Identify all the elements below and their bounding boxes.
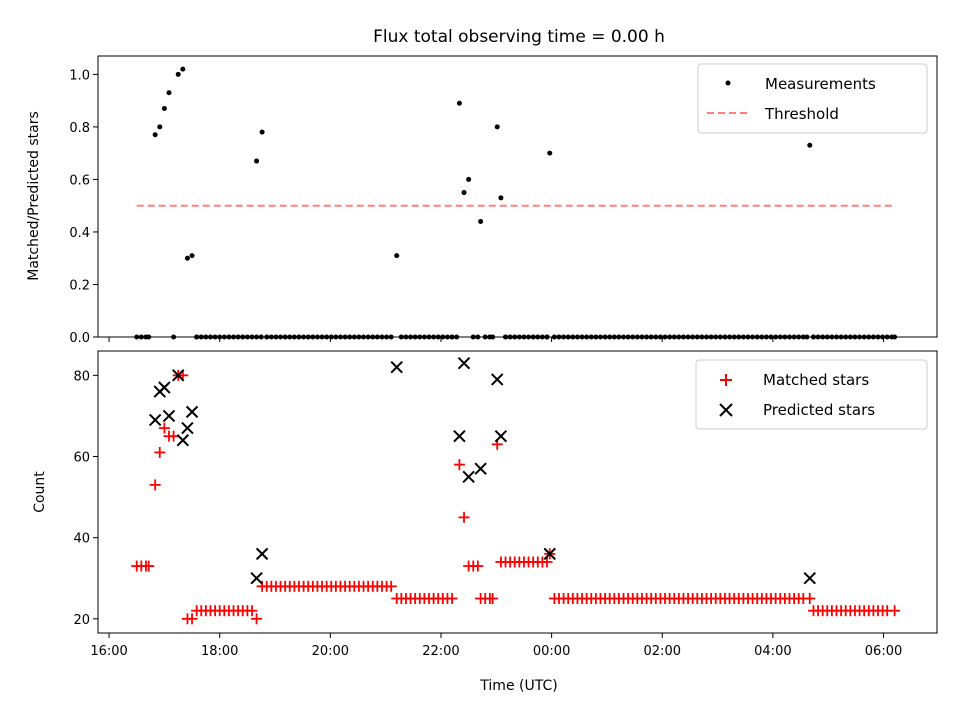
measurement-point bbox=[494, 124, 500, 130]
measurement-point bbox=[161, 106, 167, 112]
predicted-star-point bbox=[250, 572, 263, 585]
top-y-axis-label: Matched/Predicted stars bbox=[26, 111, 42, 281]
measurement-point bbox=[807, 142, 813, 148]
top-y-tick-label: 0.0 bbox=[69, 331, 90, 346]
bottom-y-tick-label: 40 bbox=[73, 532, 90, 547]
predicted-star-point bbox=[453, 430, 466, 443]
matched-star-point bbox=[536, 556, 548, 568]
x-tick-label: 00:00 bbox=[533, 644, 570, 659]
predicted-star-point bbox=[474, 462, 487, 475]
measurement-point bbox=[184, 255, 190, 261]
legend-predicted-label: Predicted stars bbox=[763, 401, 875, 419]
legend-predicted-marker bbox=[719, 403, 733, 417]
legend-measurements-label: Measurements bbox=[765, 75, 876, 93]
legend-matched-label: Matched stars bbox=[763, 371, 869, 389]
x-tick-label: 22:00 bbox=[422, 644, 459, 659]
measurement-point bbox=[157, 124, 163, 130]
bottom-panel: 16:00 18:00 20:00 22:00 00:00 02:00 04:00 06:00… bbox=[32, 350, 938, 694]
top-axes: 0.0 0.2 0.4 0.6 0.8 1.0 bbox=[69, 68, 885, 346]
bottom-y-tick-label: 60 bbox=[73, 450, 90, 465]
matched-star-point bbox=[154, 446, 166, 458]
matched-star-point bbox=[797, 593, 809, 605]
predicted-star-point bbox=[390, 361, 403, 374]
x-tick-label: 06:00 bbox=[865, 644, 902, 659]
predicted-star-point bbox=[462, 470, 475, 483]
matched-star-point bbox=[472, 560, 484, 572]
matched-star-point bbox=[246, 605, 258, 617]
measurement-point bbox=[259, 129, 265, 135]
measurement-point bbox=[461, 190, 467, 196]
measurement-point bbox=[166, 90, 172, 96]
bottom-axes: 16:00 18:00 20:00 22:00 00:00 02:00 04:00 06:00… bbox=[73, 369, 902, 659]
predicted-star-point bbox=[255, 547, 269, 561]
matched-star-point bbox=[158, 422, 170, 434]
matched-star-point bbox=[186, 613, 198, 625]
measurement-point bbox=[456, 100, 462, 106]
predicted-star-point bbox=[491, 373, 504, 386]
legend-measurements-marker bbox=[725, 80, 731, 86]
chart-title: Flux total observing time = 0.00 h bbox=[373, 27, 665, 47]
predicted-star-point bbox=[181, 421, 194, 435]
x-axis-label: Time (UTC) bbox=[479, 678, 557, 694]
matched-star-point bbox=[149, 479, 161, 491]
measurement-point bbox=[498, 195, 504, 201]
matched-star-point bbox=[446, 593, 458, 605]
matched-star-point bbox=[143, 560, 155, 572]
top-y-tick-label: 0.4 bbox=[69, 226, 90, 241]
bottom-legend: Matched stars Predicted stars bbox=[695, 359, 928, 430]
matched-star-point bbox=[458, 511, 470, 523]
matched-star-point bbox=[385, 580, 397, 592]
predicted-star-point bbox=[494, 430, 508, 443]
top-legend: Measurements Threshold bbox=[697, 63, 928, 134]
top-panel: 0.0 0.2 0.4 0.6 0.8 1.0 Matched/Predicted sta… bbox=[26, 55, 938, 346]
matched-star-point bbox=[881, 605, 893, 617]
count-marks bbox=[131, 356, 901, 625]
predicted-star-point bbox=[543, 547, 556, 561]
predicted-star-point bbox=[185, 405, 199, 419]
matched-star-point bbox=[168, 430, 180, 442]
x-tick-label: 20:00 bbox=[312, 644, 349, 659]
top-y-tick-label: 0.8 bbox=[69, 121, 90, 136]
x-tick-label: 18:00 bbox=[201, 644, 238, 659]
top-y-tick-label: 1.0 bbox=[69, 68, 90, 83]
predicted-star-point bbox=[172, 369, 185, 382]
x-tick-label: 16:00 bbox=[90, 644, 127, 659]
measurement-point bbox=[394, 253, 400, 259]
predicted-star-point bbox=[158, 381, 171, 394]
bottom-y-tick-label: 20 bbox=[73, 613, 90, 628]
matched-star-point bbox=[487, 593, 499, 605]
top-y-tick-label: 0.6 bbox=[69, 173, 90, 188]
predicted-star-point bbox=[162, 409, 176, 423]
predicted-star-point bbox=[803, 572, 816, 585]
top-legend-box bbox=[697, 63, 928, 134]
predicted-star-point bbox=[176, 434, 190, 447]
matched-star-point bbox=[453, 459, 465, 471]
legend-matched-marker bbox=[720, 374, 732, 386]
measurement-point bbox=[547, 150, 553, 156]
predicted-star-point bbox=[148, 413, 162, 427]
measurement-point bbox=[152, 132, 158, 138]
bottom-legend-box bbox=[695, 359, 928, 430]
legend-threshold-label: Threshold bbox=[764, 105, 839, 123]
bottom-y-tick-label: 80 bbox=[73, 369, 90, 384]
top-plot-frame bbox=[97, 55, 938, 338]
bottom-plot-frame bbox=[97, 350, 938, 634]
matched-star-point bbox=[251, 613, 263, 625]
x-tick-label: 02:00 bbox=[644, 644, 681, 659]
measurement-point bbox=[175, 71, 181, 77]
measurement-point bbox=[478, 218, 484, 224]
measurement-point bbox=[254, 158, 260, 164]
x-tick-label: 04:00 bbox=[754, 644, 791, 659]
predicted-star-point bbox=[457, 356, 471, 370]
measurement-point bbox=[189, 253, 195, 259]
bottom-y-axis-label: Count bbox=[32, 471, 48, 513]
measurement-point bbox=[466, 176, 472, 182]
measurement-point bbox=[180, 66, 186, 72]
top-y-tick-label: 0.2 bbox=[69, 278, 90, 293]
